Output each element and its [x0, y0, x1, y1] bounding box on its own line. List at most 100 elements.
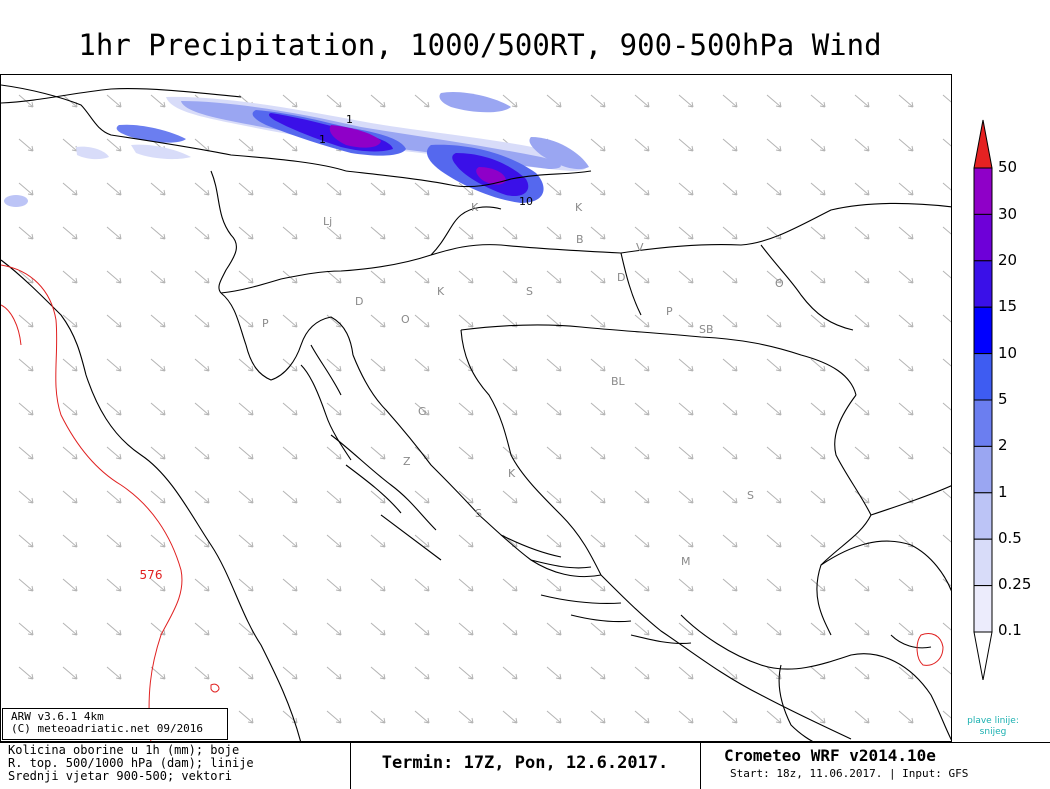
wind-arrow — [18, 314, 34, 328]
wind-arrow — [150, 182, 166, 196]
wind-arrow — [194, 314, 210, 328]
wind-arrow — [678, 314, 694, 328]
height-contour — [1, 264, 944, 741]
city-label: D — [617, 271, 626, 284]
wind-arrow — [62, 358, 78, 372]
chart-title: 1hr Precipitation, 1000/500RT, 900-500hP… — [78, 28, 882, 62]
legend-label: 0.5 — [998, 529, 1022, 547]
map-panel: 576 1 1 10 Lj K K B V D K S D P O P SB O… — [0, 74, 952, 742]
wind-arrow — [590, 94, 606, 108]
wind-arrow — [678, 578, 694, 592]
wind-arrow — [106, 94, 122, 108]
wind-arrow — [326, 226, 342, 240]
wind-arrow — [106, 622, 122, 636]
wind-arrow — [238, 710, 254, 724]
wind-arrow — [18, 358, 34, 372]
wind-arrow — [106, 270, 122, 284]
wind-arrow — [898, 226, 914, 240]
wind-arrow — [458, 666, 474, 680]
wind-arrow — [106, 138, 122, 152]
wind-arrow — [106, 358, 122, 372]
wind-arrow — [150, 666, 166, 680]
wind-arrow — [370, 446, 386, 460]
wind-arrow — [942, 182, 951, 191]
wind-arrow — [546, 270, 562, 284]
wind-arrow — [414, 402, 430, 416]
wind-arrow — [414, 182, 430, 196]
wind-arrow — [370, 622, 386, 636]
wind-arrow — [106, 578, 122, 592]
wind-arrow — [634, 270, 650, 284]
wind-arrow — [282, 182, 298, 196]
legend-label: 5 — [998, 390, 1008, 408]
wind-arrow — [678, 182, 694, 196]
wind-arrow — [194, 182, 210, 196]
wind-arrow — [854, 138, 870, 152]
legend-label: 2 — [998, 436, 1008, 454]
legend-swatch — [973, 213, 993, 262]
wind-arrow — [458, 446, 474, 460]
wind-arrow — [106, 226, 122, 240]
wind-arrow — [238, 578, 254, 592]
legend-label: 10 — [998, 344, 1018, 362]
wind-arrow — [722, 710, 738, 724]
wind-arrow — [810, 578, 826, 592]
wind-arrow — [282, 138, 298, 152]
wind-arrow — [326, 534, 342, 548]
wind-arrow — [678, 226, 694, 240]
precip-label: 1 — [319, 133, 326, 146]
wind-arrow — [810, 270, 826, 284]
wind-arrow — [590, 622, 606, 636]
wind-arrow — [18, 446, 34, 460]
wind-arrow — [238, 446, 254, 460]
city-label: K — [508, 467, 516, 480]
wind-arrow — [590, 446, 606, 460]
wind-arrow — [326, 446, 342, 460]
wind-arrow — [370, 314, 386, 328]
city-label: O — [775, 277, 784, 290]
wind-arrow — [810, 226, 826, 240]
wind-arrow — [766, 534, 782, 548]
wind-arrow — [458, 402, 474, 416]
wind-arrow — [370, 534, 386, 548]
wind-arrow — [546, 710, 562, 724]
wind-arrow — [590, 358, 606, 372]
wind-arrow — [722, 578, 738, 592]
wind-arrow — [414, 622, 430, 636]
wind-arrow — [546, 358, 562, 372]
wind-arrow — [62, 402, 78, 416]
wind-arrow — [678, 402, 694, 416]
wind-arrow — [62, 226, 78, 240]
snow-note: plave linije: snijeg — [958, 716, 1028, 738]
wind-arrow — [634, 226, 650, 240]
wind-arrow — [722, 138, 738, 152]
wind-arrow — [414, 314, 430, 328]
wind-arrow — [546, 402, 562, 416]
wind-arrow — [722, 358, 738, 372]
snow-note-line2: snijeg — [979, 727, 1007, 737]
wind-arrow — [766, 182, 782, 196]
wind-arrow — [282, 490, 298, 504]
precipitation-legend — [973, 119, 993, 680]
wind-arrow — [282, 666, 298, 680]
wind-arrow — [62, 666, 78, 680]
wind-arrow — [634, 710, 650, 724]
wind-arrow — [678, 358, 694, 372]
wind-arrow — [18, 534, 34, 548]
description-line3: Srednji vjetar 900-500; vektori — [8, 769, 232, 783]
wind-arrow — [458, 578, 474, 592]
wind-arrow — [238, 270, 254, 284]
wind-arrow — [942, 534, 951, 543]
wind-arrow — [62, 446, 78, 460]
wind-arrow — [634, 578, 650, 592]
wind-arrow — [766, 622, 782, 636]
wind-arrow — [370, 402, 386, 416]
wind-arrow — [766, 578, 782, 592]
wind-arrow — [854, 446, 870, 460]
wind-arrow — [854, 314, 870, 328]
city-label: K — [471, 201, 479, 214]
wind-arrow — [502, 578, 518, 592]
wind-arrow — [150, 534, 166, 548]
wind-arrow — [678, 446, 694, 460]
wind-arrow — [238, 314, 254, 328]
